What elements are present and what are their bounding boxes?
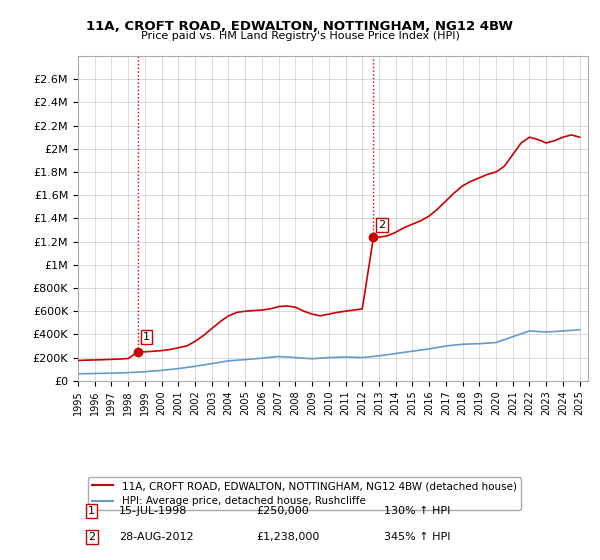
Text: 2: 2	[88, 532, 95, 542]
Text: £1,238,000: £1,238,000	[257, 532, 320, 542]
Legend: 11A, CROFT ROAD, EDWALTON, NOTTINGHAM, NG12 4BW (detached house), HPI: Average p: 11A, CROFT ROAD, EDWALTON, NOTTINGHAM, N…	[88, 477, 521, 511]
Text: 2: 2	[379, 220, 386, 230]
Text: £250,000: £250,000	[257, 506, 309, 516]
Text: 1: 1	[143, 332, 150, 342]
Text: 130% ↑ HPI: 130% ↑ HPI	[384, 506, 451, 516]
Text: 11A, CROFT ROAD, EDWALTON, NOTTINGHAM, NG12 4BW: 11A, CROFT ROAD, EDWALTON, NOTTINGHAM, N…	[86, 20, 514, 32]
Text: 1: 1	[88, 506, 95, 516]
Text: Price paid vs. HM Land Registry's House Price Index (HPI): Price paid vs. HM Land Registry's House …	[140, 31, 460, 41]
Text: 345% ↑ HPI: 345% ↑ HPI	[384, 532, 451, 542]
Text: 15-JUL-1998: 15-JUL-1998	[119, 506, 187, 516]
Text: 28-AUG-2012: 28-AUG-2012	[119, 532, 193, 542]
